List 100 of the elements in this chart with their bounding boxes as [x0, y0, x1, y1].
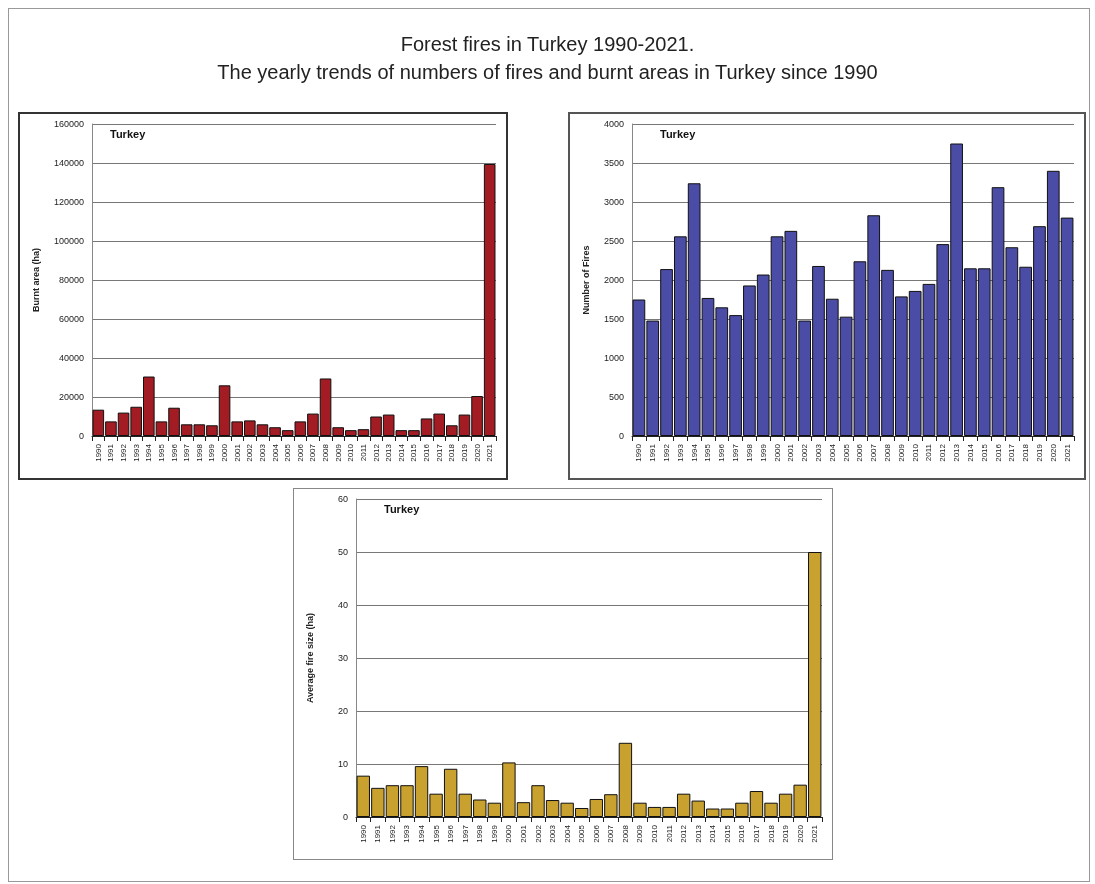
y-tick-label: 60000	[58, 314, 84, 324]
x-tick-label: 2009	[896, 443, 906, 462]
x-tick-label: 2016	[737, 824, 747, 843]
y-tick-label: 140000	[53, 158, 84, 168]
x-tick-label: 2005	[283, 443, 293, 462]
y-tick-label: 2000	[603, 275, 624, 285]
text: The yearly trends of numbers of fires and burnt areas in Turkey since 1990	[216, 60, 879, 85]
x-tick-label: 2013	[693, 824, 703, 843]
x-tick-label: 2003	[813, 443, 823, 462]
x-tick-label: 2019	[1034, 443, 1044, 462]
x-tick-label: 1998	[475, 824, 485, 843]
x-tick-label: 2003	[257, 443, 267, 462]
x-tick-label: 2000	[772, 443, 782, 462]
x-tick-label: 2004	[562, 824, 572, 843]
annotation: Turkey	[384, 502, 421, 515]
x-tick-label: 2007	[606, 824, 616, 843]
x-tick-label: 2008	[883, 443, 893, 462]
y-tick-label: 50	[337, 547, 348, 557]
x-tick-label: 1991	[648, 443, 658, 462]
annotation: Turkey	[660, 127, 697, 140]
y-tick-label: 100000	[53, 236, 84, 246]
x-tick-label: 2015	[409, 443, 419, 462]
x-tick-label: 1996	[717, 443, 727, 462]
x-tick-label: 2013	[952, 443, 962, 462]
x-tick-label: 1993	[402, 824, 412, 843]
x-tick-label: 2018	[1021, 443, 1031, 462]
x-tick-label: 1990	[634, 443, 644, 462]
x-tick-label: 1997	[731, 443, 741, 462]
y-tick-label: 20000	[58, 392, 84, 402]
x-tick-label: 2020	[1048, 443, 1058, 462]
y-tick-label: 120000	[53, 197, 84, 207]
x-tick-label: 2016	[993, 443, 1003, 462]
x-tick-label: 1998	[194, 443, 204, 462]
x-tick-label: 2002	[800, 443, 810, 462]
y-tick-label: 1000	[603, 353, 624, 363]
x-tick-label: 2001	[232, 443, 242, 462]
x-tick-label: 1991	[106, 443, 116, 462]
x-tick-label: 2021	[485, 443, 495, 462]
x-tick-label: 1990	[358, 824, 368, 843]
x-tick-label: 2010	[346, 443, 356, 462]
x-tick-label: 2020	[795, 824, 805, 843]
y-tick-label: 20	[337, 706, 348, 716]
x-tick-label: 2009	[333, 443, 343, 462]
x-tick-label: 1991	[373, 824, 383, 843]
x-tick-label: 2000	[220, 443, 230, 462]
x-tick-label: 2004	[270, 443, 280, 462]
y-tick-label: 3000	[603, 197, 624, 207]
x-tick-label: 1994	[417, 824, 427, 843]
x-tick-label: 2006	[591, 824, 601, 843]
x-tick-label: 1992	[662, 443, 672, 462]
x-tick-label: 2012	[938, 443, 948, 462]
x-tick-label: 1992	[119, 443, 129, 462]
x-tick-label: 2010	[910, 443, 920, 462]
x-tick-label: 1992	[387, 824, 397, 843]
y-tick-label: 160000	[53, 119, 84, 129]
x-tick-label: 2018	[766, 824, 776, 843]
x-tick-label: 2004	[827, 443, 837, 462]
x-tick-label: 2017	[1007, 443, 1017, 462]
x-tick-label: 2008	[620, 824, 630, 843]
x-tick-label: 2008	[321, 443, 331, 462]
y-tick-label: 10	[337, 759, 348, 769]
x-tick-label: 2015	[722, 824, 732, 843]
x-tick-label: 2011	[664, 824, 674, 843]
x-tick-label: 2001	[518, 824, 528, 843]
x-tick-label: 2012	[371, 443, 381, 462]
y-tick-label: 4000	[603, 119, 624, 129]
y-tick-label: 2500	[603, 236, 624, 246]
x-tick-label: 2009	[635, 824, 645, 843]
y-tick-label: 30	[337, 653, 348, 663]
x-tick-label: 2011	[924, 443, 934, 462]
x-tick-label: 2007	[869, 443, 879, 462]
x-tick-label: 2006	[855, 443, 865, 462]
y-tick-label: 0	[618, 431, 624, 441]
x-tick-label: 1999	[489, 824, 499, 843]
y-tick-label: 40000	[58, 353, 84, 363]
x-tick-label: 2015	[979, 443, 989, 462]
x-tick-label: 2014	[396, 443, 406, 462]
text: Forest fires in Turkey 1990-2021.	[399, 32, 696, 57]
x-tick-label: 2019	[459, 443, 469, 462]
y-tick-label: 80000	[58, 275, 84, 285]
y-tick-label: 3500	[603, 158, 624, 168]
x-tick-label: 2005	[841, 443, 851, 462]
x-tick-label: 1994	[144, 443, 154, 462]
x-tick-label: 2007	[308, 443, 318, 462]
y-tick-label: 0	[342, 812, 348, 822]
x-tick-label: 2016	[422, 443, 432, 462]
y-tick-label: 500	[608, 392, 624, 402]
x-tick-label: 1993	[675, 443, 685, 462]
x-tick-label: 1995	[156, 443, 166, 462]
x-tick-label: 2017	[434, 443, 444, 462]
annotation: Turkey	[110, 127, 147, 140]
x-tick-label: 1999	[758, 443, 768, 462]
x-tick-label: 1996	[446, 824, 456, 843]
x-tick-label: 2010	[650, 824, 660, 843]
x-tick-label: 2001	[786, 443, 796, 462]
x-tick-label: 2006	[295, 443, 305, 462]
x-tick-label: 2020	[472, 443, 482, 462]
y-axis-title: Burnt area (ha)	[30, 247, 41, 313]
x-tick-label: 1997	[460, 824, 470, 843]
x-tick-label: 2012	[679, 824, 689, 843]
